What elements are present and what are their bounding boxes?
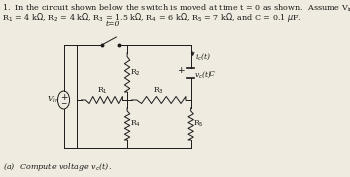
Text: C: C [209, 70, 215, 79]
Text: R$_3$: R$_3$ [153, 86, 164, 96]
Text: 1.  In the circuit shown below the switch is moved at time t = 0 as shown.  Assu: 1. In the circuit shown below the switch… [2, 3, 350, 15]
Text: R$_1$: R$_1$ [97, 86, 107, 96]
Text: i$_c$(t): i$_c$(t) [195, 50, 212, 61]
Text: (a)  Compute voltage v$_c$(t).: (a) Compute voltage v$_c$(t). [4, 161, 112, 173]
Text: t=0: t=0 [105, 20, 120, 28]
Text: +: + [60, 93, 67, 101]
Text: R$_1$ = 4 k$\Omega$, R$_2$ = 4 k$\Omega$, R$_3$ = 1.5 k$\Omega$, R$_4$ = 6 k$\Om: R$_1$ = 4 k$\Omega$, R$_2$ = 4 k$\Omega$… [2, 11, 302, 24]
Text: −: − [60, 101, 67, 109]
Text: V$_\mathregular{in}$: V$_\mathregular{in}$ [47, 95, 59, 105]
Text: R$_2$: R$_2$ [131, 67, 141, 78]
Text: +: + [177, 66, 184, 75]
Text: v$_c$(t): v$_c$(t) [194, 69, 212, 80]
Text: R$_4$: R$_4$ [131, 119, 141, 129]
Text: R$_5$: R$_5$ [193, 119, 204, 129]
